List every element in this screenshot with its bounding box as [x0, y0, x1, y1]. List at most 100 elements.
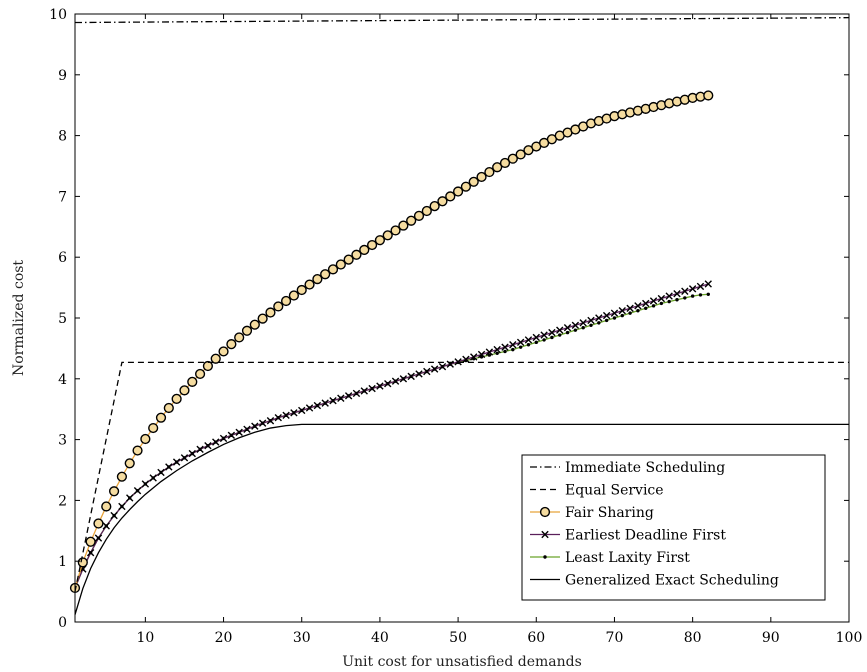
y-tick-label: 1	[58, 554, 67, 570]
data-point	[438, 362, 447, 371]
data-point	[651, 304, 656, 308]
x-tick-label: 70	[606, 630, 624, 646]
data-point	[511, 347, 515, 352]
data-point	[468, 176, 479, 187]
x-tick-label: 20	[215, 630, 233, 646]
data-point	[282, 411, 290, 419]
data-point	[133, 486, 142, 495]
data-point	[579, 319, 587, 327]
data-point	[558, 333, 562, 337]
data-point	[321, 399, 329, 407]
data-point	[312, 273, 323, 285]
data-point	[626, 304, 634, 312]
x-tick-label: 10	[136, 630, 154, 646]
data-point	[704, 280, 712, 288]
data-point	[602, 311, 611, 320]
data-point	[587, 316, 595, 325]
data-point	[452, 186, 464, 197]
series-immediate-scheduling	[74, 17, 850, 24]
data-point	[563, 324, 572, 332]
data-point	[415, 370, 423, 378]
data-point	[218, 346, 229, 357]
data-point	[507, 153, 518, 164]
data-point	[437, 196, 448, 207]
y-tick-label: 3	[58, 433, 67, 449]
data-point	[202, 360, 214, 372]
data-point	[540, 331, 548, 339]
data-point	[101, 501, 112, 512]
x-tick-label: 100	[836, 630, 863, 646]
x-tick-label: 40	[371, 630, 389, 646]
data-point	[550, 335, 554, 340]
data-point	[477, 350, 486, 359]
y-tick-label: 6	[58, 250, 67, 266]
data-point	[675, 298, 679, 302]
data-point	[565, 330, 570, 335]
data-point	[273, 301, 284, 312]
data-point	[556, 326, 564, 334]
legend-label: Generalized Exact Scheduling	[565, 573, 779, 589]
legend-box	[521, 454, 826, 601]
data-point	[226, 339, 237, 350]
y-axis-label: Normalized cost	[11, 260, 27, 376]
data-point	[227, 431, 236, 440]
legend: Immediate Scheduling Equal Service Fair Sh…	[521, 454, 826, 601]
data-point	[620, 313, 624, 318]
series-line	[74, 423, 849, 615]
data-point	[265, 307, 276, 318]
data-point	[391, 377, 400, 385]
data-point	[93, 518, 104, 529]
data-point	[503, 349, 507, 354]
data-point	[516, 338, 525, 347]
data-point	[102, 522, 110, 530]
data-point	[194, 368, 206, 380]
data-point	[219, 434, 228, 443]
data-point	[266, 417, 275, 425]
legend-label: Equal Service	[565, 483, 664, 499]
x-tick-label: 60	[527, 630, 545, 646]
data-point	[390, 225, 401, 236]
data-point	[351, 249, 362, 260]
data-point	[413, 210, 425, 221]
data-point	[644, 306, 648, 310]
data-point	[344, 392, 353, 400]
data-point	[665, 292, 673, 300]
y-tick-label: 9	[58, 68, 67, 84]
data-point	[149, 474, 157, 482]
data-point	[398, 220, 409, 231]
y-tick-label: 7	[58, 189, 67, 205]
data-point	[399, 375, 408, 383]
data-point	[384, 379, 392, 388]
data-point	[179, 385, 190, 396]
data-point	[243, 425, 251, 433]
data-point	[352, 389, 361, 398]
data-point	[108, 486, 120, 497]
series-line	[74, 361, 849, 592]
legend-item: Fair Sharing	[530, 505, 654, 521]
legend-label: Least Laxity First	[565, 550, 690, 566]
data-point	[249, 319, 260, 330]
series-line	[74, 283, 709, 589]
legend-label: Fair Sharing	[565, 505, 654, 521]
legend-marker	[543, 555, 547, 559]
data-point	[360, 387, 368, 395]
data-point	[163, 402, 174, 414]
data-point	[595, 314, 603, 322]
data-point	[657, 294, 666, 303]
data-point	[298, 406, 306, 415]
data-point	[234, 332, 245, 343]
x-tick-label: 30	[293, 630, 311, 646]
data-point	[618, 307, 626, 315]
data-point	[532, 333, 540, 342]
data-point	[320, 269, 331, 280]
data-point	[180, 454, 189, 462]
data-point	[636, 309, 640, 313]
data-point	[280, 295, 292, 307]
data-point	[148, 422, 159, 434]
legend-item: Equal Service	[530, 483, 664, 499]
data-point	[305, 404, 314, 412]
data-point	[518, 345, 523, 349]
data-point	[515, 149, 526, 160]
data-point	[484, 166, 495, 178]
data-point	[296, 284, 307, 296]
